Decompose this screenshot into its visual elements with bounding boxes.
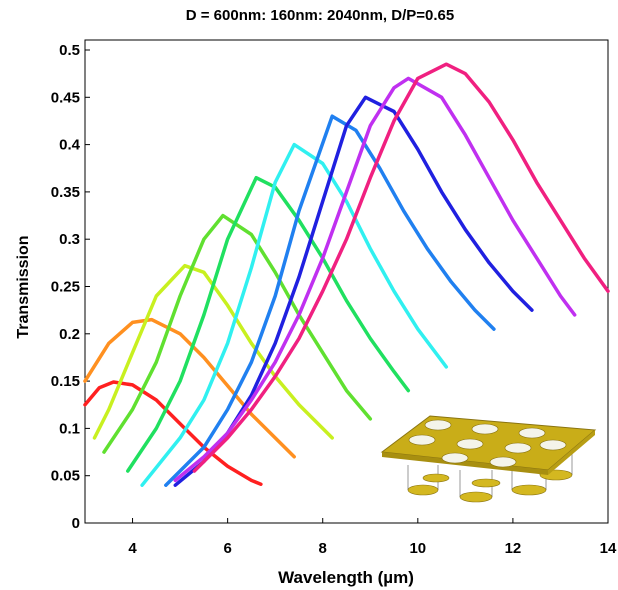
x-tick-label: 6 (223, 540, 231, 557)
chart-title: D = 600nm: 160nm: 2040nm, D/P=0.65 (186, 7, 454, 24)
y-tick-label: 0.05 (51, 468, 80, 485)
y-tick-label: 0.1 (59, 420, 80, 437)
series-line (83, 380, 263, 486)
y-axis-label: Transmission (15, 235, 32, 338)
y-tick-label: 0.4 (59, 137, 81, 154)
x-tick-label: 12 (505, 540, 522, 557)
x-tick-label: 10 (409, 540, 426, 557)
x-tick-label: 4 (128, 540, 137, 557)
series-line (164, 114, 496, 487)
y-tick-label: 0.2 (59, 326, 80, 343)
x-axis-label: Wavelength (µm) (278, 568, 414, 587)
y-tick-label: 0.25 (51, 279, 80, 296)
y-tick-label: 0.5 (59, 42, 80, 59)
y-tick-label: 0 (72, 515, 80, 532)
y-tick-label: 0.3 (59, 231, 80, 248)
x-tick-label: 14 (600, 540, 617, 557)
y-tick-label: 0.35 (51, 184, 80, 201)
plot-frame (84, 39, 609, 524)
series-line (140, 142, 449, 487)
x-tick-label: 8 (319, 540, 327, 557)
series-line (92, 263, 334, 440)
y-tick-label: 0.45 (51, 89, 80, 106)
series-line (173, 76, 577, 483)
series-line (192, 62, 610, 473)
series-line (102, 213, 373, 454)
structure-inset (380, 415, 597, 503)
y-tick-label: 0.15 (51, 373, 80, 390)
